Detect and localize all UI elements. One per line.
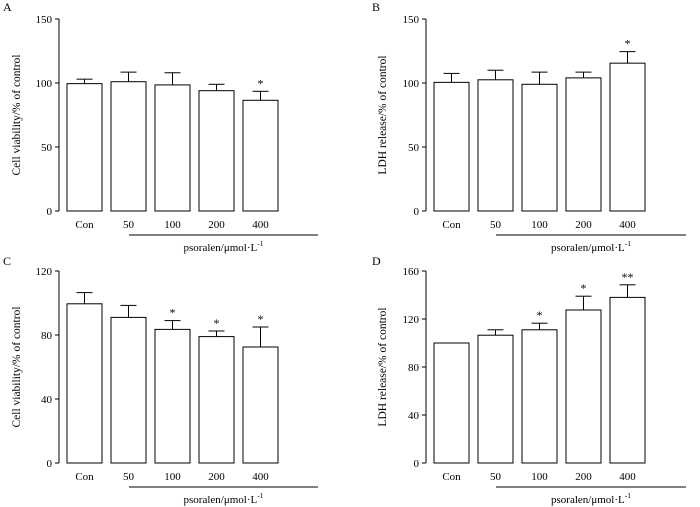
bar-Con	[66, 303, 103, 464]
bar-50	[477, 334, 514, 464]
y-tick-label: 150	[36, 14, 53, 26]
y-axis-label: Cell viability/% of control	[11, 54, 23, 175]
y-tick-label: 120	[36, 266, 53, 278]
bar-Con	[66, 83, 103, 212]
bar-100	[154, 84, 191, 212]
category-label: Con	[75, 471, 94, 483]
category-label: Con	[75, 219, 94, 231]
x-axis-label: psoralen/μmol·L-1	[551, 491, 631, 506]
y-axis-label: Cell viability/% of control	[11, 306, 23, 427]
category-label: 400	[619, 471, 636, 483]
x-axis-label-superscript: -1	[257, 239, 263, 248]
category-label: 200	[208, 219, 225, 231]
category-label: 100	[164, 219, 181, 231]
category-label: 200	[208, 471, 225, 483]
x-axis-label: psoralen/μmol·L-1	[184, 491, 264, 506]
x-axis-label: psoralen/μmol·L-1	[551, 239, 631, 254]
significance-marker: **	[622, 270, 634, 284]
category-label: 50	[490, 471, 502, 483]
y-tick-label: 100	[36, 78, 53, 90]
y-tick-label: 0	[414, 206, 420, 218]
y-tick-label: 0	[47, 206, 53, 218]
bar-100	[154, 328, 191, 464]
bar-50	[110, 316, 147, 464]
x-axis-label-superscript: -1	[625, 491, 631, 500]
x-axis-label-main: psoralen/μmol·L	[551, 494, 625, 506]
category-label: 100	[531, 219, 548, 231]
bar-400	[242, 346, 279, 464]
bar-200	[198, 336, 235, 464]
significance-marker: *	[537, 308, 543, 322]
y-tick-label: 80	[408, 362, 420, 374]
y-tick-label: 0	[414, 458, 420, 470]
significance-marker: *	[170, 306, 176, 320]
significance-marker: *	[581, 281, 587, 295]
x-axis-label: psoralen/μmol·L-1	[184, 239, 264, 254]
chart-panel-a: A 0 50 100 150 Cell viability/% of control Con…	[3, 0, 318, 254]
y-tick-label: 120	[403, 314, 420, 326]
significance-marker: *	[625, 37, 631, 51]
panel-label: D	[372, 254, 381, 268]
bar-400	[609, 62, 646, 212]
bar-100	[521, 329, 558, 464]
x-axis-label-superscript: -1	[257, 491, 263, 500]
y-tick-label: 40	[41, 394, 53, 406]
category-label: 50	[490, 219, 502, 231]
y-tick-label: 100	[403, 78, 420, 90]
category-label: Con	[442, 219, 461, 231]
category-label: 100	[531, 471, 548, 483]
chart-panel-b: B 0 50 100 150 LDH release/% of control Con 50 1…	[372, 0, 686, 254]
bar-200	[565, 77, 602, 212]
bar-100	[521, 83, 558, 212]
bar-400	[242, 99, 279, 212]
bar-Con	[433, 81, 470, 212]
bar-Con	[433, 342, 470, 464]
panel-label: C	[3, 254, 11, 268]
bar-400	[609, 296, 646, 464]
bar-50	[110, 81, 147, 212]
y-tick-label: 0	[47, 458, 53, 470]
category-label: 400	[252, 471, 269, 483]
significance-marker: *	[258, 76, 264, 90]
y-tick-label: 160	[403, 266, 420, 278]
x-axis-label-main: psoralen/μmol·L	[184, 494, 258, 506]
x-axis-label-superscript: -1	[625, 239, 631, 248]
panel-label: A	[3, 0, 12, 14]
y-tick-label: 40	[408, 410, 420, 422]
y-tick-label: 150	[403, 14, 420, 26]
bar-200	[565, 309, 602, 464]
category-label: Con	[442, 471, 461, 483]
category-label: 400	[252, 219, 269, 231]
panel-label: B	[372, 0, 380, 14]
category-label: 200	[575, 471, 592, 483]
category-label: 50	[123, 471, 135, 483]
significance-marker: *	[258, 312, 264, 326]
bar-200	[198, 90, 235, 212]
category-label: 50	[123, 219, 135, 231]
bar-50	[477, 79, 514, 212]
significance-marker: *	[214, 316, 220, 330]
chart-panel-d: D 0 40 80 120 160 LDH release/% of control Con 5…	[372, 254, 686, 506]
category-label: 200	[575, 219, 592, 231]
category-label: 100	[164, 471, 181, 483]
category-label: 400	[619, 219, 636, 231]
y-axis-label: LDH release/% of control	[377, 55, 389, 174]
y-tick-label: 80	[41, 330, 53, 342]
x-axis-label-main: psoralen/μmol·L	[551, 242, 625, 254]
x-axis-label-main: psoralen/μmol·L	[184, 242, 258, 254]
y-tick-label: 50	[408, 142, 420, 154]
y-tick-label: 50	[41, 142, 53, 154]
y-axis-label: LDH release/% of control	[377, 307, 389, 426]
chart-panel-c: C 0 40 80 120 Cell viability/% of control Con 5…	[3, 254, 318, 506]
